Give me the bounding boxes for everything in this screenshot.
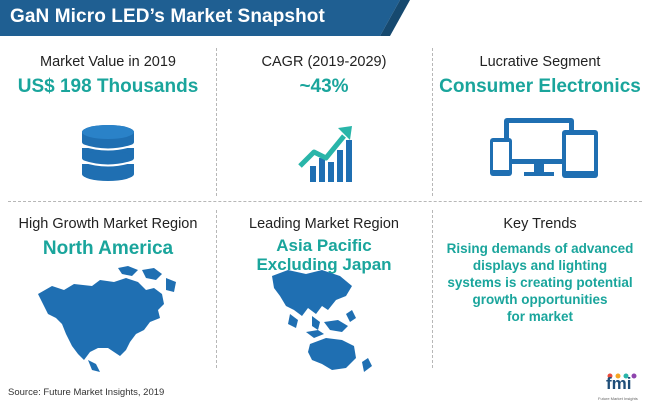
segment-value: Consumer Electronics [439,76,641,97]
segment-label: Lucrative Segment [479,54,601,70]
growth-region-label: High Growth Market Region [18,216,198,232]
growth-region-cell: High Growth Market Region North America [0,216,216,259]
market-value-label: Market Value in 2019 [40,54,176,70]
divider [432,48,433,196]
leading-region-cell: Leading Market Region Asia Pacific Exclu… [216,216,432,274]
logo-tagline: Future Market Insights [598,396,638,401]
trends-line: systems is creating potential [447,275,633,290]
market-value-cell: Market Value in 2019 US$ 198 Thousands [0,54,216,97]
divider [216,210,217,368]
fmi-logo: fmi Future Market Insights [598,373,642,406]
trends-cell: Key Trends Rising demands of advanced di… [432,216,648,325]
title-banner: GaN Micro LED’s Market Snapshot [0,0,410,36]
asia-pacific-map-icon [272,270,372,372]
segment-cell: Lucrative Segment Consumer Electronics [432,54,648,97]
trends-text: Rising demands of advanced displays and … [432,240,648,325]
cagr-label: CAGR (2019-2029) [261,54,387,70]
leading-region-value-line2: Excluding Japan [256,255,392,274]
trends-line: growth opportunities [472,292,608,307]
cagr-cell: CAGR (2019-2029) ~43% [216,54,432,97]
divider [216,48,217,196]
growth-region-value: North America [42,238,174,259]
north-america-map-icon [38,266,176,372]
trends-line: displays and lighting [472,258,608,273]
logo-dots [607,373,637,379]
leading-region-value-line1: Asia Pacific [276,236,372,255]
divider [432,210,433,368]
leading-region-label: Leading Market Region [249,216,399,232]
source-note: Source: Future Market Insights, 2019 [8,387,165,398]
divider [8,201,642,202]
coins-icon [81,125,135,181]
trends-line: for market [506,309,574,324]
banner-shape [0,0,410,36]
trends-label: Key Trends [503,216,577,232]
growth-chart-icon [298,126,352,182]
trends-line: Rising demands of advanced [446,241,634,256]
market-value-value: US$ 198 Thousands [17,76,199,97]
cagr-value: ~43% [299,76,349,97]
logo-mark: fmi [606,374,632,393]
devices-icon [490,118,598,178]
page-title: GaN Micro LED’s Market Snapshot [10,6,325,27]
